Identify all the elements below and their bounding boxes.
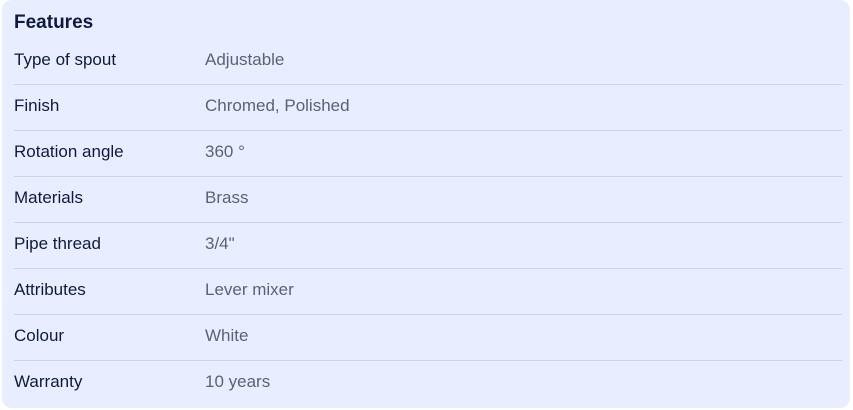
feature-value: White	[205, 326, 249, 345]
feature-value: Brass	[205, 188, 249, 207]
feature-row-finish: Finish Chromed, Polished	[14, 85, 842, 131]
feature-label: Warranty	[14, 372, 83, 391]
features-title: Features	[14, 12, 94, 33]
feature-value: Chromed, Polished	[205, 96, 350, 115]
feature-label: Finish	[14, 96, 60, 115]
feature-row-materials: Materials Brass	[14, 177, 842, 223]
feature-value: 360 °	[205, 142, 245, 161]
feature-label: Colour	[14, 326, 65, 345]
feature-value: Adjustable	[205, 50, 285, 69]
features-table: Type of spout Adjustable Finish Chromed,…	[14, 39, 842, 407]
feature-row-warranty: Warranty 10 years	[14, 361, 842, 407]
feature-label: Attributes	[14, 280, 86, 299]
feature-label: Materials	[14, 188, 83, 207]
feature-label: Rotation angle	[14, 142, 124, 161]
feature-label: Pipe thread	[14, 234, 101, 253]
feature-label: Type of spout	[14, 50, 117, 69]
feature-value: Lever mixer	[205, 280, 294, 299]
feature-row-type-of-spout: Type of spout Adjustable	[14, 39, 842, 85]
feature-row-colour: Colour White	[14, 315, 842, 361]
feature-row-pipe-thread: Pipe thread 3/4"	[14, 223, 842, 269]
feature-value: 3/4"	[205, 234, 235, 253]
feature-row-attributes: Attributes Lever mixer	[14, 269, 842, 315]
feature-row-rotation-angle: Rotation angle 360 °	[14, 131, 842, 177]
feature-value: 10 years	[205, 372, 271, 391]
